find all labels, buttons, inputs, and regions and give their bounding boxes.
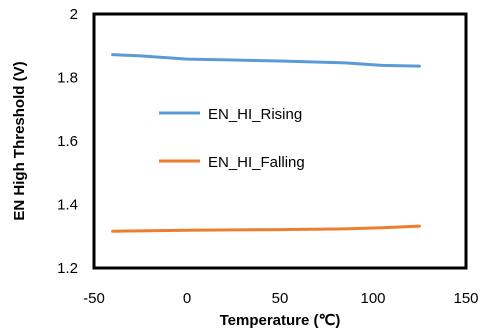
x-tick-label: -50 [83, 290, 105, 307]
legend-label-0: EN_HI_Rising [208, 106, 302, 123]
x-tick-label: 0 [183, 290, 191, 307]
x-tick-label: 100 [360, 290, 385, 307]
plot-area-frame [92, 12, 468, 270]
y-tick-label: 1.8 [57, 70, 78, 87]
series-line-1 [111, 224, 421, 233]
x-tick-labels: -50 0 50 100 150 [83, 290, 478, 307]
x-tick-label: 150 [453, 290, 478, 307]
y-tick-label: 2 [70, 6, 78, 23]
y-tick-label: 1.2 [57, 260, 78, 277]
legend: EN_HI_Rising EN_HI_Falling [159, 106, 305, 171]
x-axis-title: Temperature (℃) [220, 312, 341, 329]
legend-label-1: EN_HI_Falling [208, 154, 305, 171]
y-tick-labels: 1.2 1.4 1.6 1.8 2 [57, 6, 78, 277]
series-line-0 [111, 53, 421, 68]
y-tick-label: 1.6 [57, 133, 78, 150]
y-tick-label: 1.4 [57, 197, 78, 214]
y-axis-title: EN High Threshold (V) [11, 61, 28, 220]
x-tick-label: 50 [272, 290, 289, 307]
series-layer [111, 53, 421, 233]
